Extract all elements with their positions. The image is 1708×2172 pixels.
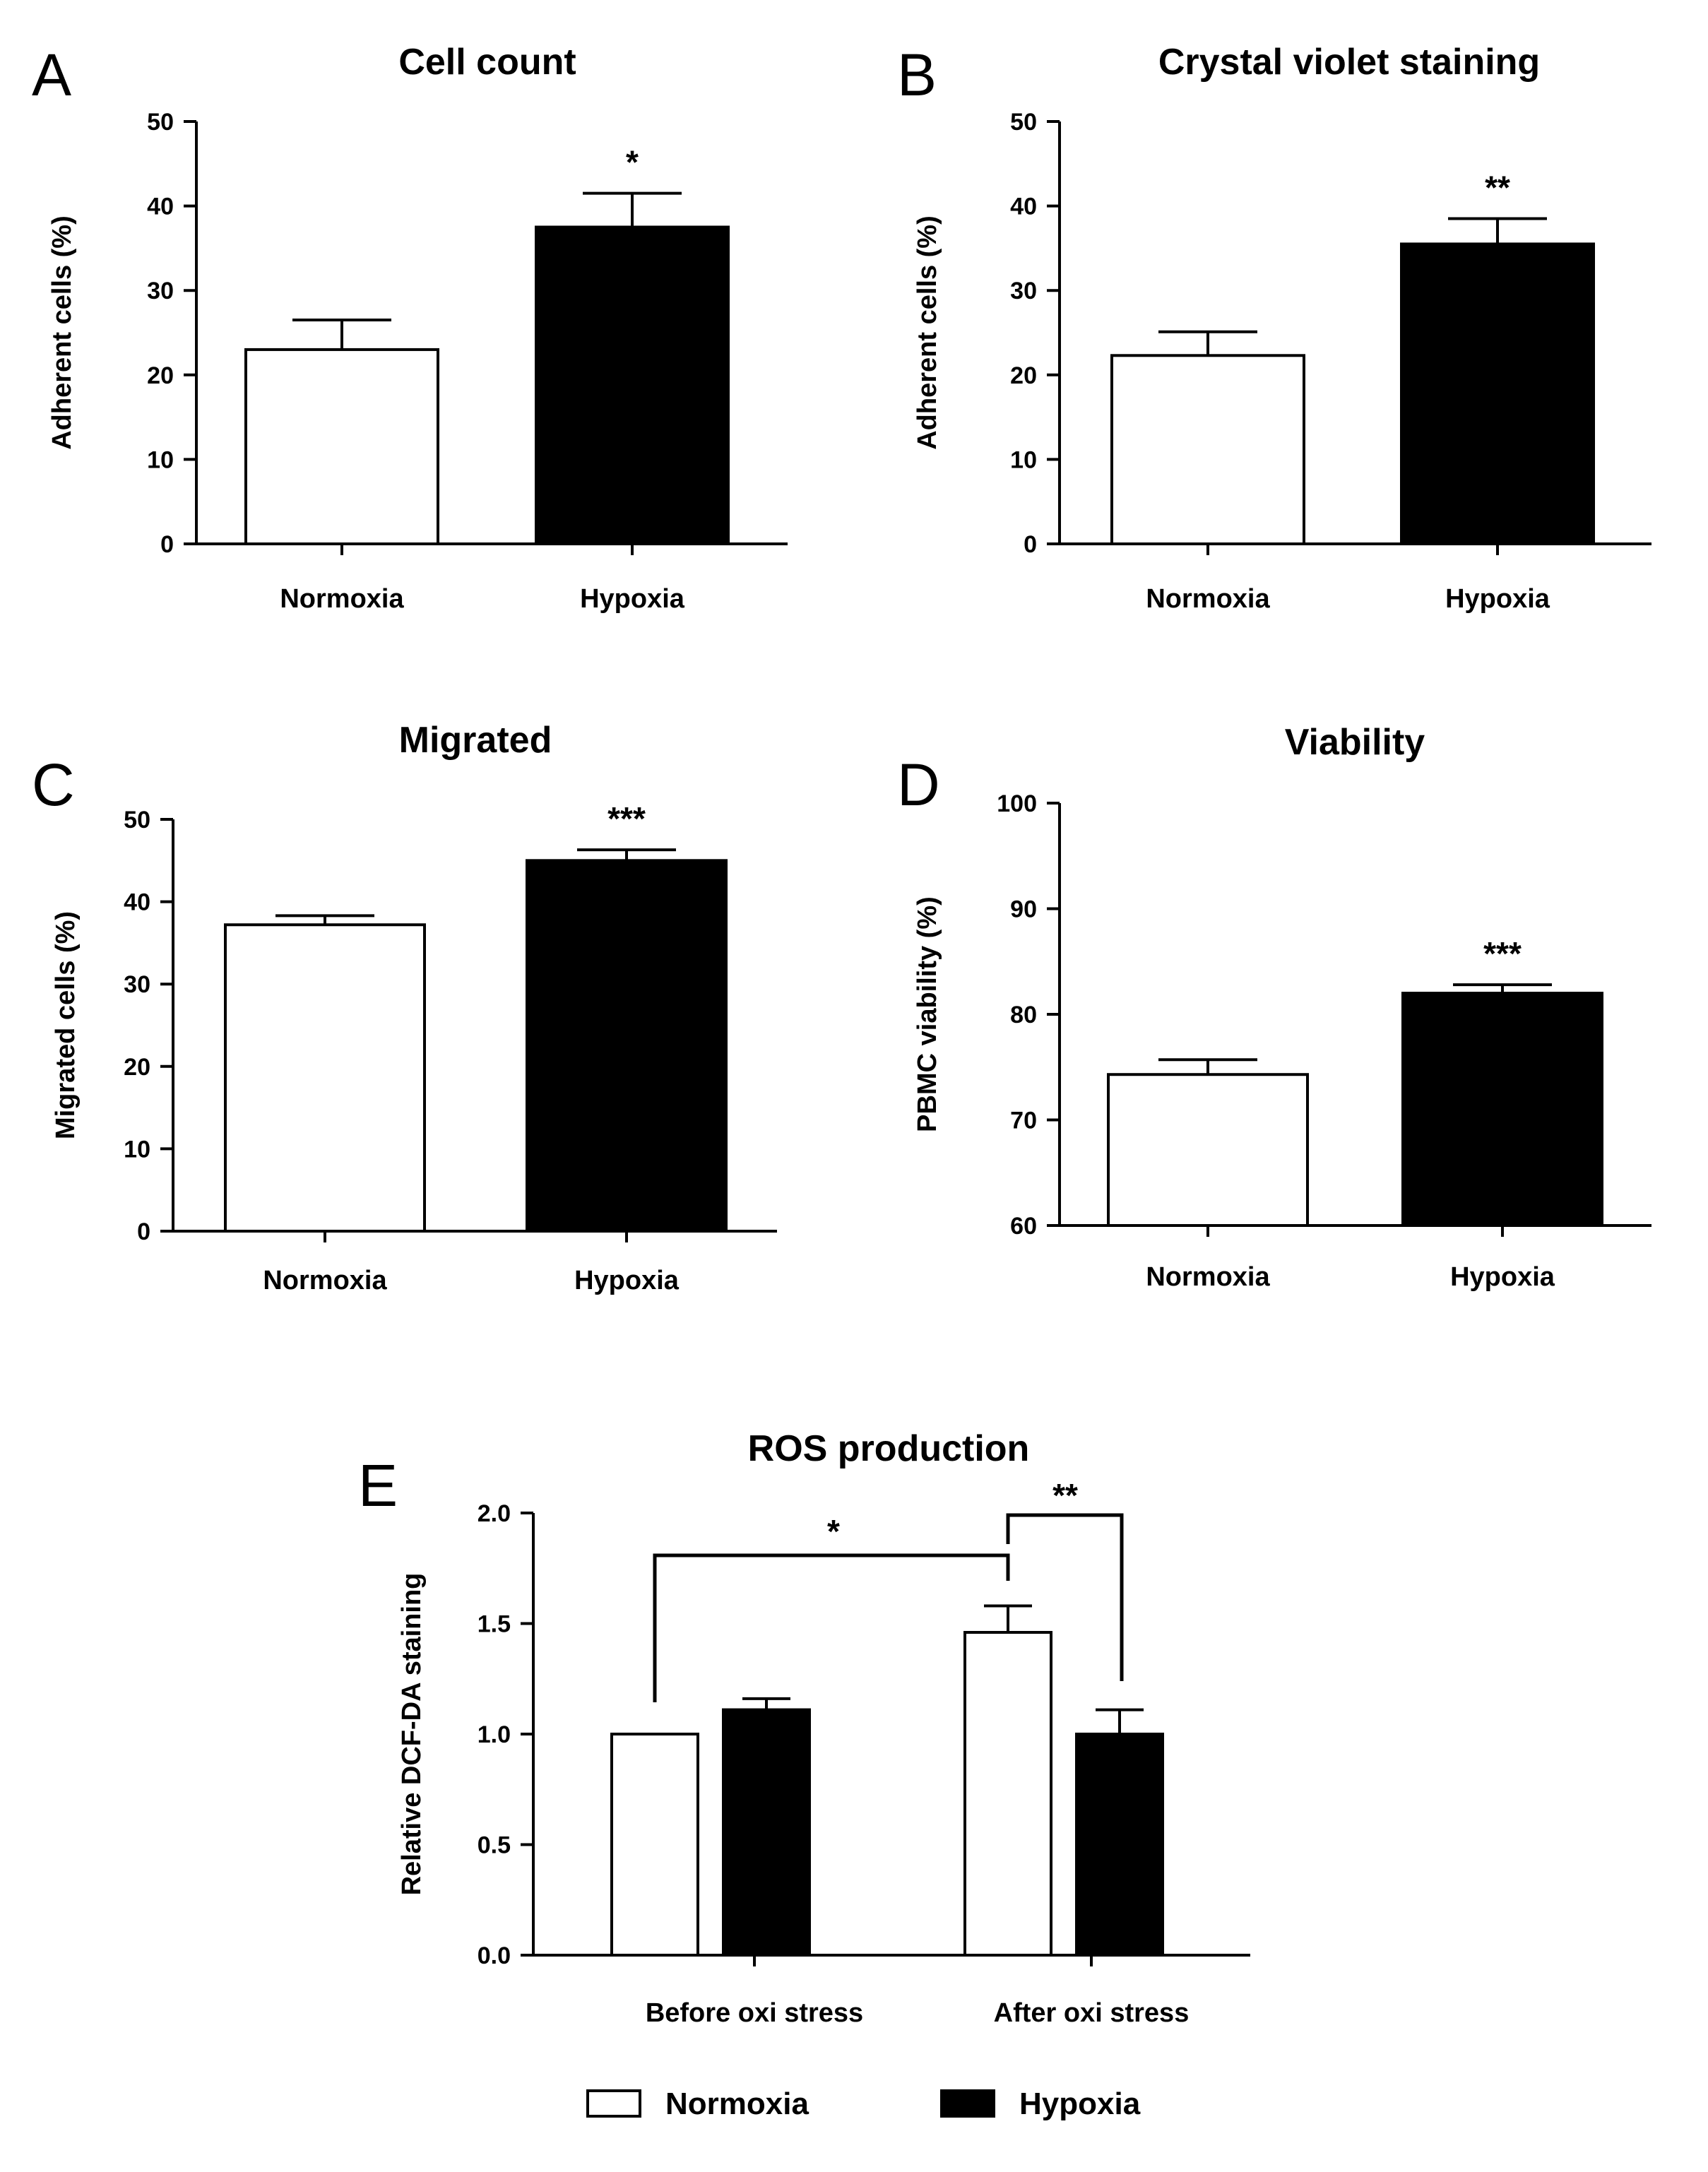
significance-label: ** bbox=[1052, 1477, 1078, 1514]
significance-label: ** bbox=[1485, 170, 1510, 206]
y-tick-label: 10 bbox=[147, 446, 174, 473]
y-tick-label: 0 bbox=[160, 531, 174, 558]
legend-swatch bbox=[940, 2089, 995, 2118]
panel-letter: E bbox=[358, 1452, 398, 1519]
significance-label: *** bbox=[1483, 935, 1522, 972]
bar-normoxia bbox=[244, 348, 439, 545]
bar-hypoxia bbox=[722, 1708, 811, 1957]
y-tick-label: 0 bbox=[137, 1218, 150, 1245]
category-label: Normoxia bbox=[280, 584, 404, 614]
y-tick-label: 0 bbox=[1024, 531, 1037, 558]
bar-normoxia bbox=[963, 1631, 1052, 1957]
bar-normoxia bbox=[610, 1733, 699, 1957]
y-axis-label: Adherent cells (%) bbox=[913, 215, 942, 450]
legend-label: Normoxia bbox=[665, 2087, 809, 2121]
y-tick-label: 30 bbox=[147, 278, 174, 304]
y-tick-label: 30 bbox=[1010, 278, 1037, 304]
bar-hypoxia bbox=[535, 225, 730, 545]
panel-b: B Crystal violet staining Adherent cells (… bbox=[897, 42, 1651, 614]
panel-c: C Migrated Migrated cells (%) Normoxia Hypox… bbox=[32, 720, 777, 1295]
y-tick-label: 50 bbox=[1010, 109, 1037, 136]
chart-title: Migrated bbox=[399, 720, 552, 761]
panel-e: E ROS production Relative DCF-DA staining B… bbox=[358, 1428, 1250, 2121]
y-tick-label: 60 bbox=[1010, 1213, 1037, 1240]
bar-hypoxia bbox=[1400, 242, 1595, 545]
y-axis-label: Migrated cells (%) bbox=[51, 911, 81, 1139]
y-tick-label: 20 bbox=[124, 1054, 150, 1081]
significance-bracket bbox=[1006, 1513, 1124, 1681]
chart-title: Cell count bbox=[398, 42, 576, 83]
y-tick-label: 40 bbox=[147, 194, 174, 220]
y-tick-label: 20 bbox=[1010, 362, 1037, 389]
bar-hypoxia bbox=[1075, 1733, 1164, 1957]
y-tick-label: 90 bbox=[1010, 896, 1037, 923]
panel-letter: D bbox=[897, 752, 940, 818]
chart-title: Crystal violet staining bbox=[1158, 42, 1540, 83]
y-axis-label: Adherent cells (%) bbox=[47, 215, 77, 450]
y-tick-label: 1.5 bbox=[478, 1611, 511, 1638]
y-tick-label: 50 bbox=[147, 109, 174, 136]
panel-a: A Cell count Adherent cells (%) Normoxia Hyp… bbox=[32, 42, 788, 614]
significance-label: * bbox=[626, 144, 639, 181]
legend-label: Hypoxia bbox=[1019, 2087, 1141, 2121]
category-label: Before oxi stress bbox=[646, 1998, 863, 2028]
y-tick-label: 30 bbox=[124, 971, 150, 998]
significance-label: *** bbox=[607, 800, 646, 837]
y-tick-label: 1.0 bbox=[478, 1721, 511, 1748]
category-label: Hypoxia bbox=[1450, 1262, 1555, 1292]
panel-letter: A bbox=[32, 42, 71, 108]
bar-normoxia bbox=[224, 923, 426, 1233]
category-label: Hypoxia bbox=[580, 584, 685, 614]
panel-letter: B bbox=[897, 42, 937, 108]
y-tick-label: 80 bbox=[1010, 1002, 1037, 1028]
bar-hypoxia bbox=[1401, 992, 1603, 1227]
category-label: Normoxia bbox=[1146, 1262, 1270, 1292]
bar-normoxia bbox=[1110, 354, 1305, 545]
chart-title: Viability bbox=[1285, 722, 1425, 763]
category-label: After oxi stress bbox=[994, 1998, 1190, 2028]
y-axis-label: PBMC viability (%) bbox=[913, 896, 942, 1132]
significance-label: * bbox=[827, 1513, 840, 1550]
y-tick-label: 0.5 bbox=[478, 1832, 511, 1859]
legend: Normoxia Hypoxia bbox=[586, 2087, 1141, 2121]
bar-normoxia bbox=[1107, 1073, 1309, 1227]
y-tick-label: 100 bbox=[997, 790, 1037, 817]
y-tick-label: 20 bbox=[147, 362, 174, 389]
category-label: Hypoxia bbox=[574, 1266, 680, 1295]
y-tick-label: 0.0 bbox=[478, 1942, 511, 1969]
y-tick-label: 70 bbox=[1010, 1108, 1037, 1134]
y-tick-label: 50 bbox=[124, 807, 150, 833]
panel-d: D Viability PBMC viability (%) Normoxia Hypo… bbox=[897, 722, 1651, 1292]
y-tick-label: 40 bbox=[1010, 194, 1037, 220]
category-label: Normoxia bbox=[263, 1266, 387, 1295]
y-axis-label: Relative DCF-DA staining bbox=[397, 1573, 427, 1896]
panel-letter: C bbox=[32, 752, 75, 818]
legend-swatch bbox=[586, 2089, 641, 2118]
bar-hypoxia bbox=[526, 859, 728, 1233]
y-tick-label: 10 bbox=[124, 1136, 150, 1163]
category-label: Normoxia bbox=[1146, 584, 1270, 614]
y-tick-label: 2.0 bbox=[478, 1500, 511, 1527]
chart-title: ROS production bbox=[748, 1428, 1030, 1469]
significance-bracket bbox=[653, 1553, 1010, 1702]
y-tick-label: 40 bbox=[124, 889, 150, 916]
category-label: Hypoxia bbox=[1445, 584, 1550, 614]
y-tick-label: 10 bbox=[1010, 446, 1037, 473]
